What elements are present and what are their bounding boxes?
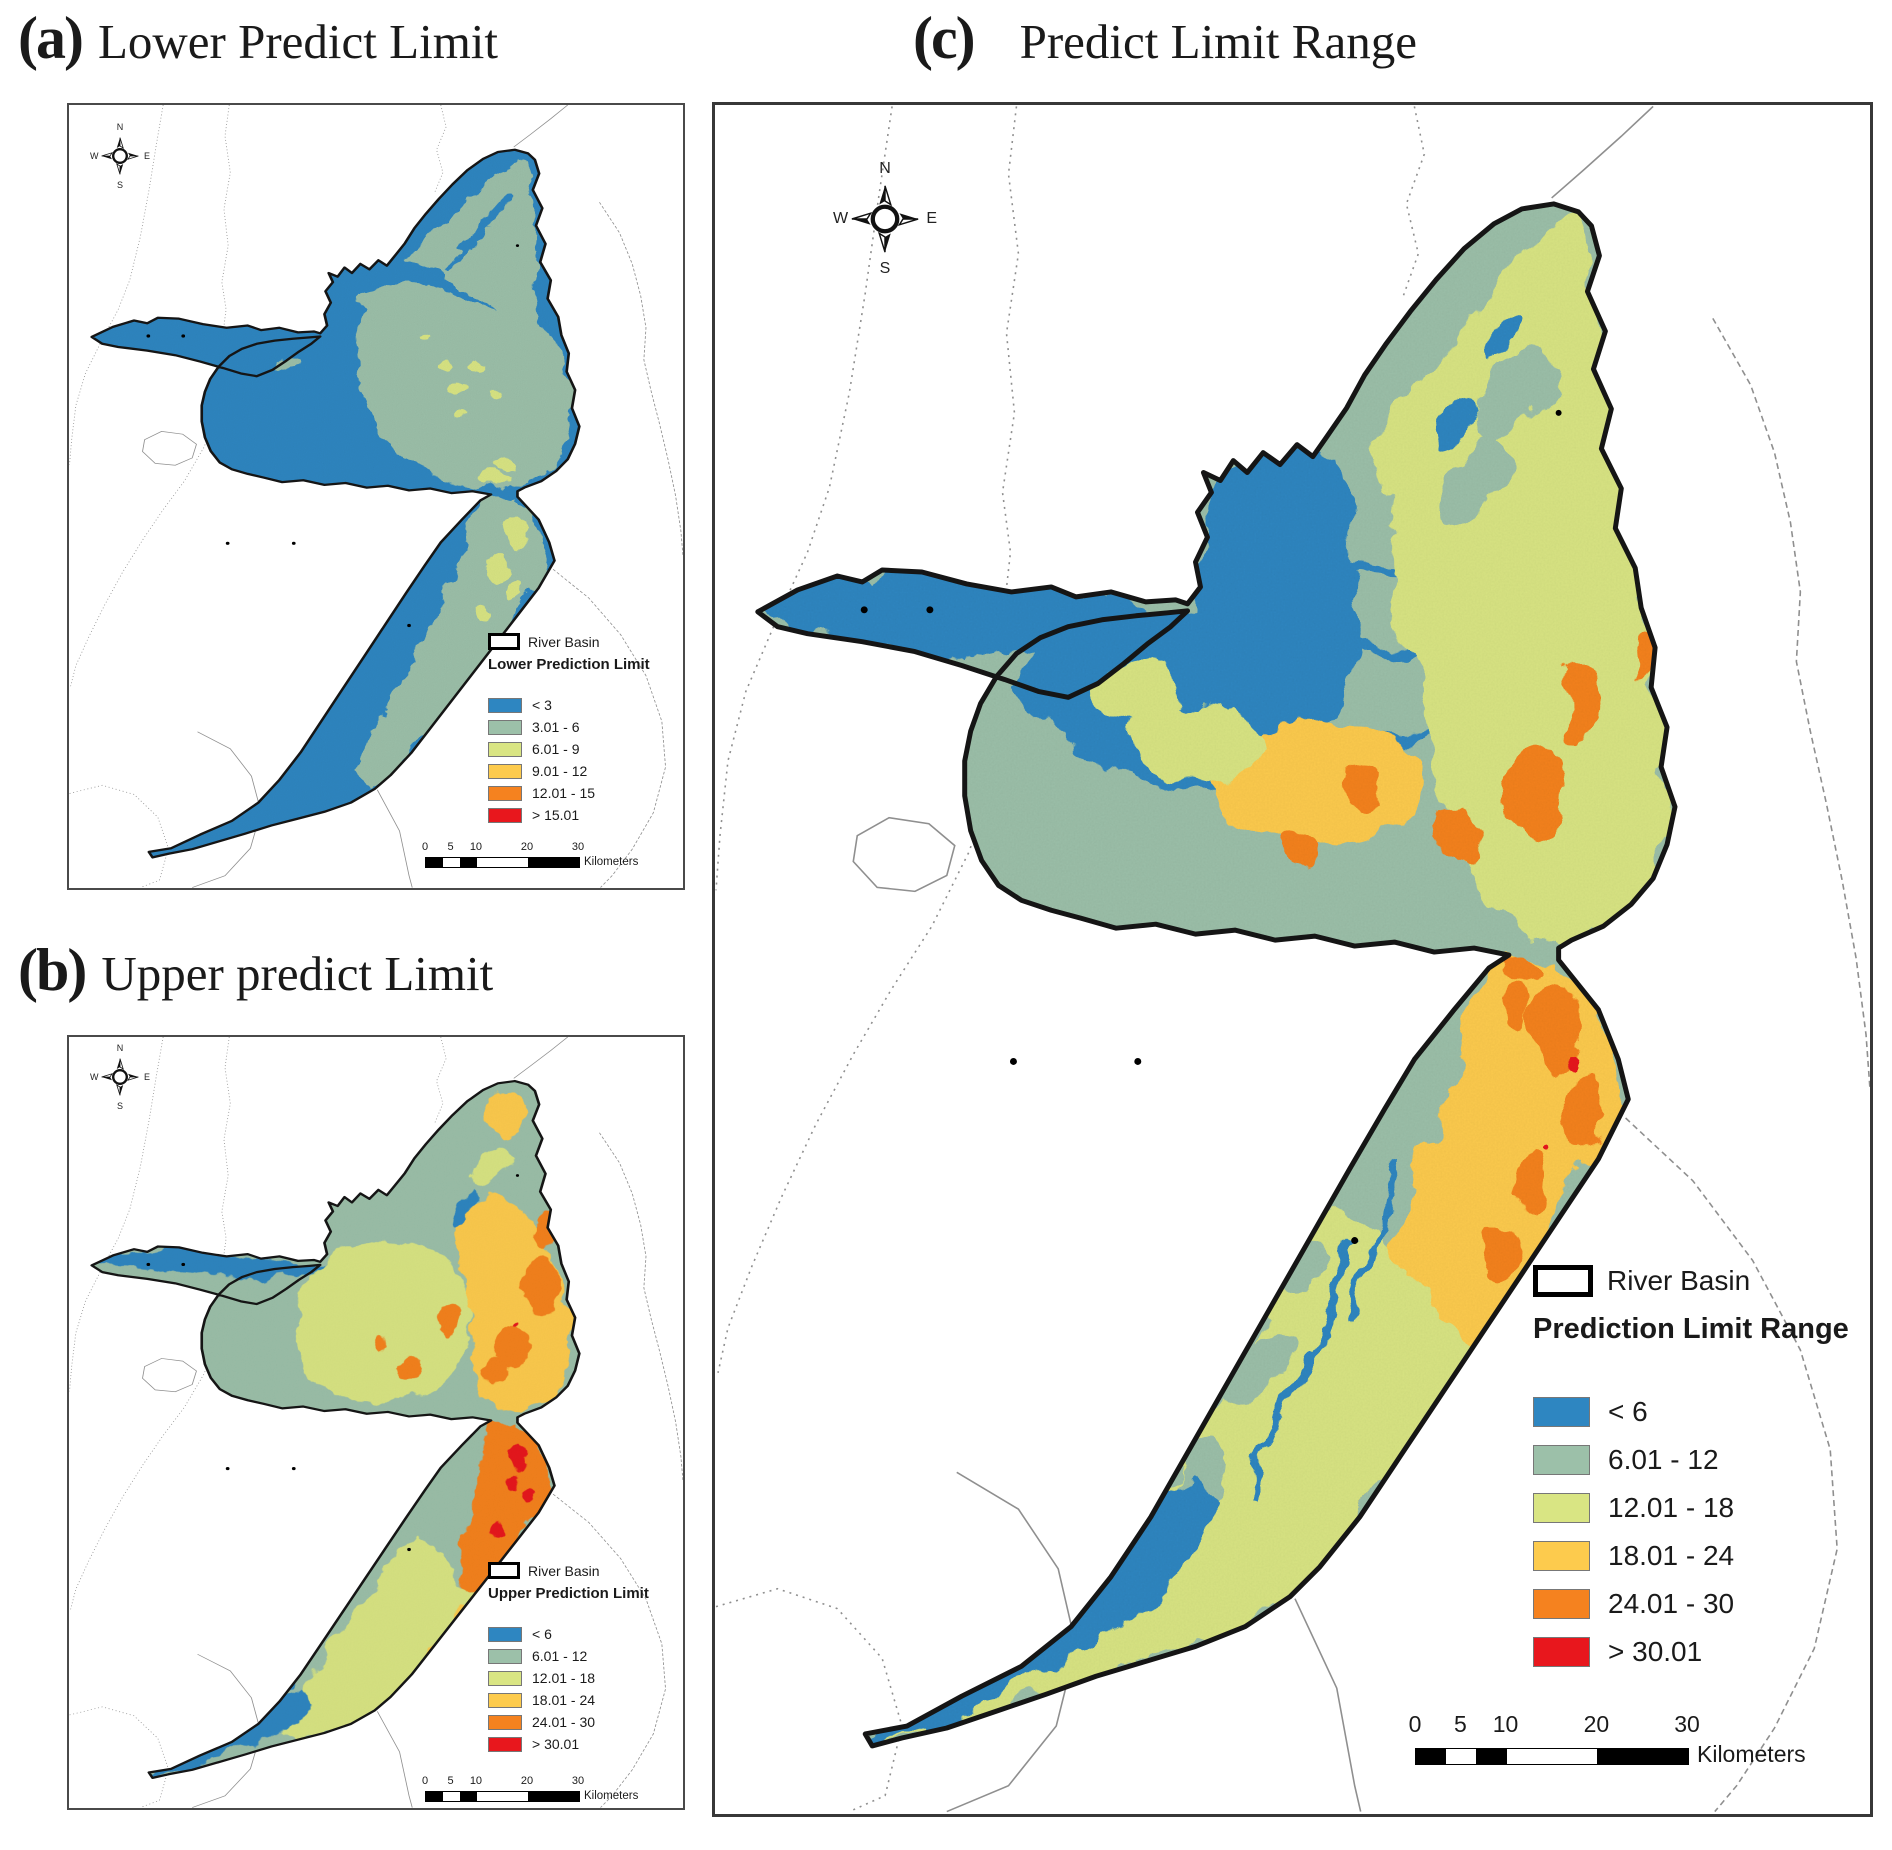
river-basin-swatch [488, 1562, 520, 1579]
panel-b-label: (b) [18, 937, 87, 1003]
scale-bar-ticks: 0 5 10 20 30 [1408, 1711, 1700, 1737]
compass-west-label: W [90, 151, 99, 161]
compass-north-label: N [116, 1043, 124, 1053]
compass-icon [100, 136, 140, 176]
scale-bar: 0 5 10 20 30 Kilometers [1408, 1711, 1806, 1768]
legend-item: < 6 [1533, 1396, 1849, 1428]
legend-item: 12.01 - 15 [488, 785, 650, 801]
scale-bar-rule [1415, 1748, 1689, 1765]
legend-swatch [488, 1692, 522, 1708]
panel-c-label: (c) [913, 5, 976, 71]
panel-b-title-text: Upper predict Limit [101, 946, 494, 1001]
compass-south-label: S [116, 1101, 124, 1111]
legend-title: Upper Prediction Limit [488, 1585, 649, 1602]
legend-swatch [1533, 1397, 1590, 1427]
compass-rose: N W E S [833, 160, 937, 278]
compass-east-label: E [926, 210, 937, 227]
river-basin-label: River Basin [528, 633, 600, 650]
legend-item: < 6 [488, 1626, 649, 1642]
legend-swatch [488, 763, 522, 779]
compass-icon [849, 183, 921, 255]
compass-west-label: W [90, 1072, 99, 1082]
map-prediction-limit-range [715, 105, 1870, 1813]
panel-a-title-text: Lower Predict Limit [97, 14, 499, 69]
compass-icon [100, 1057, 140, 1097]
compass-rose: N W E S [90, 122, 150, 190]
legend-swatch [488, 785, 522, 801]
legend-title: Lower Prediction Limit [488, 656, 650, 673]
compass-west-label: W [833, 210, 849, 227]
panel-c-title: (c) Predict Limit Range [913, 4, 1417, 73]
legend-title: Prediction Limit Range [1533, 1313, 1849, 1345]
legend-swatch [1533, 1445, 1590, 1475]
map-panel-prediction-limit-range: N W E S River Basin Prediction Limit Ran… [712, 102, 1873, 1817]
legend-item: 24.01 - 30 [1533, 1588, 1849, 1620]
scale-bar: 0 5 10 20 30 Kilometers [421, 1775, 639, 1802]
legend-swatch [488, 807, 522, 823]
legend-swatch [488, 1670, 522, 1686]
town-dots [146, 1174, 520, 1552]
scale-bar-unit: Kilometers [584, 855, 639, 868]
legend-item: 6.01 - 12 [1533, 1444, 1849, 1476]
scale-bar-rule [425, 857, 580, 868]
legend-item: 6.01 - 9 [488, 741, 650, 757]
scale-bar-unit: Kilometers [584, 1789, 639, 1802]
legend-item: 12.01 - 18 [1533, 1492, 1849, 1524]
legend-swatch [488, 719, 522, 735]
map-panel-upper-prediction-limit: N W E S River Basin Upper Prediction Lim… [67, 1035, 685, 1810]
legend-item: 3.01 - 6 [488, 719, 650, 735]
panel-b-title: (b) Upper predict Limit [18, 936, 493, 1005]
compass-east-label: E [143, 1072, 150, 1082]
river-basin-swatch [1533, 1265, 1593, 1297]
legend-swatch [488, 1736, 522, 1752]
scale-bar-rule [425, 1791, 580, 1802]
legend: River Basin Lower Prediction Limit < 3 3… [488, 633, 650, 829]
legend-swatch [488, 697, 522, 713]
panel-a-title: (a) Lower Predict Limit [18, 4, 498, 73]
compass-south-label: S [116, 180, 124, 190]
legend-item: > 30.01 [488, 1736, 649, 1752]
legend-item: < 3 [488, 697, 650, 713]
compass-rose: N W E S [90, 1043, 150, 1111]
legend: River Basin Prediction Limit Range < 6 6… [1533, 1265, 1849, 1684]
legend-item: > 30.01 [1533, 1636, 1849, 1668]
river-basin-swatch [488, 633, 520, 650]
compass-north-label: N [116, 122, 124, 132]
legend-swatch [1533, 1637, 1590, 1667]
compass-south-label: S [879, 260, 891, 277]
legend-swatch [488, 1648, 522, 1664]
legend-item: 9.01 - 12 [488, 763, 650, 779]
legend-item: 24.01 - 30 [488, 1714, 649, 1730]
legend-item: 18.01 - 24 [488, 1692, 649, 1708]
legend: River Basin Upper Prediction Limit < 6 6… [488, 1562, 649, 1758]
legend-item: 12.01 - 18 [488, 1670, 649, 1686]
legend-item: > 15.01 [488, 807, 650, 823]
scale-bar-ticks: 0 5 10 20 30 [421, 1775, 585, 1787]
scale-bar: 0 5 10 20 30 Kilometers [421, 841, 639, 868]
river-basin-label: River Basin [528, 1562, 600, 1579]
legend-swatch [488, 741, 522, 757]
compass-east-label: E [143, 151, 150, 161]
river-basin-label: River Basin [1607, 1265, 1751, 1296]
panel-a-label: (a) [18, 5, 84, 71]
legend-item: 18.01 - 24 [1533, 1540, 1849, 1572]
scale-bar-unit: Kilometers [1697, 1741, 1806, 1767]
legend-item: 6.01 - 12 [488, 1648, 649, 1664]
town-dots [860, 409, 1562, 1245]
map-lower-prediction-limit [69, 105, 683, 888]
scale-bar-ticks: 0 5 10 20 30 [421, 841, 585, 853]
compass-north-label: N [879, 160, 891, 177]
map-panel-lower-prediction-limit: N W E S River Basin Lower Prediction Lim… [67, 103, 685, 890]
town-dots [146, 244, 520, 628]
legend-swatch [1533, 1541, 1590, 1571]
panel-c-title-text: Predict Limit Range [1019, 14, 1417, 69]
legend-swatch [1533, 1589, 1590, 1619]
legend-swatch [488, 1626, 522, 1642]
legend-swatch [1533, 1493, 1590, 1523]
legend-swatch [488, 1714, 522, 1730]
